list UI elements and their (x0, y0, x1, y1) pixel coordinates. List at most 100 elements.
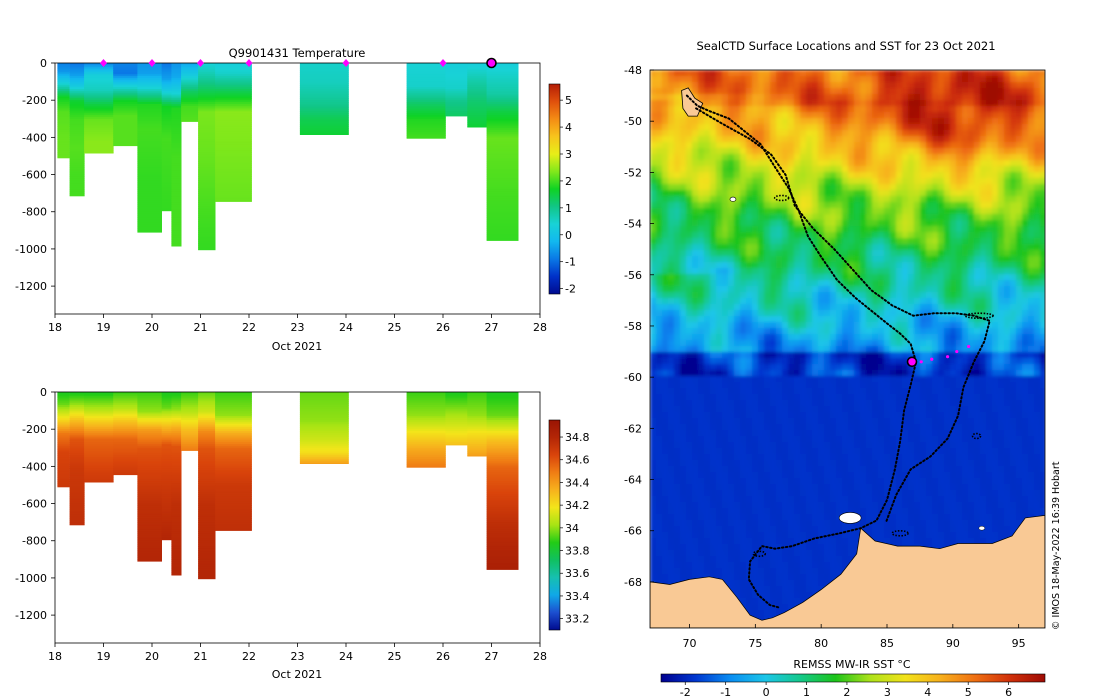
profile-cell (161, 103, 172, 107)
sst-cell (722, 214, 729, 221)
sst-cell (770, 82, 777, 89)
sst-cell (698, 70, 705, 77)
profile-cell (171, 217, 182, 220)
profile-cell (84, 392, 114, 395)
profile-cell (84, 449, 114, 452)
sst-cell (890, 250, 897, 257)
sst-cell (956, 328, 963, 335)
profile-cell (406, 96, 446, 99)
sst-cell (806, 196, 813, 203)
sst-cell (776, 154, 783, 161)
profile-cell (84, 401, 114, 404)
sst-cell (962, 112, 969, 119)
profile-cell (406, 434, 446, 438)
sst-cell (746, 274, 753, 281)
sst-cell (662, 70, 669, 77)
profile-cell (198, 115, 216, 118)
sst-cell (848, 316, 855, 323)
sst-cell (968, 328, 975, 335)
sst-cell (920, 172, 927, 179)
sst-cell (662, 208, 669, 215)
profile-cell (57, 98, 70, 101)
sst-cell (716, 148, 723, 155)
profile-cell (406, 457, 446, 460)
sst-cell (722, 154, 729, 161)
sst-cell (860, 328, 867, 335)
sst-cell (842, 292, 849, 299)
sst-cell (710, 76, 717, 83)
profile-cell (113, 466, 138, 469)
sst-cell (974, 310, 981, 317)
profile-cell (198, 520, 216, 523)
sst-cell (956, 232, 963, 239)
profile-cell (69, 79, 85, 82)
sst-cell (932, 274, 939, 281)
sst-cell (974, 292, 981, 299)
sst-cell (896, 238, 903, 245)
sst-cell (740, 256, 747, 263)
sst-cell (884, 154, 891, 161)
sst-cell (854, 148, 861, 155)
sst-cell (986, 178, 993, 185)
sst-cell (770, 328, 777, 335)
sst-cell (698, 214, 705, 221)
profile-cell (57, 460, 70, 464)
sst-cell (728, 88, 735, 95)
profile-cell (299, 401, 349, 404)
sst-cell (782, 292, 789, 299)
sst-cell (818, 256, 825, 263)
sst-cell (962, 316, 969, 323)
sst-cell (884, 268, 891, 275)
profile-cell (215, 503, 252, 506)
sst-cell (908, 244, 915, 251)
sst-cell (758, 292, 765, 299)
sst-cell (1040, 232, 1045, 239)
profile-cell (486, 156, 519, 159)
sst-cell (986, 148, 993, 155)
profile-cell (84, 128, 114, 131)
profile-cell (299, 113, 349, 116)
profile-cell (406, 85, 446, 88)
profile-cell (198, 468, 216, 471)
profile-cell (113, 438, 138, 441)
sst-cell (812, 202, 819, 209)
profile-cell (57, 393, 70, 397)
sst-cell (668, 274, 675, 281)
sst-cell (986, 112, 993, 119)
sst-cell (746, 142, 753, 149)
profile-cell (69, 485, 85, 488)
profile-cell (161, 70, 172, 73)
sst-cell (770, 142, 777, 149)
sst-cell (746, 250, 753, 257)
sst-cell (686, 202, 693, 209)
sst-cell (1040, 136, 1045, 143)
sst-cell (824, 298, 831, 305)
sst-cell (830, 70, 837, 77)
sst-cell (980, 202, 987, 209)
sst-cell (860, 286, 867, 293)
sst-cell (698, 262, 705, 269)
profile-cell (406, 100, 446, 103)
profile-cell (198, 243, 216, 246)
sst-cell (704, 340, 711, 347)
profile-cell (171, 488, 182, 491)
sst-cell (896, 226, 903, 233)
profile-cell (181, 405, 199, 408)
sst-cell (980, 118, 987, 125)
sst-cell (902, 244, 909, 251)
profile-cell (57, 148, 70, 151)
sst-cell (758, 82, 765, 89)
sst-cell (944, 166, 951, 173)
sst-cell (710, 292, 717, 299)
profile-cell (467, 393, 488, 397)
profile-cell (299, 395, 349, 398)
profile-cell (406, 444, 446, 447)
sst-cell (926, 328, 933, 335)
profile-cell (171, 102, 182, 105)
profile-cell (69, 118, 85, 122)
profile-cell (467, 85, 488, 88)
profile-cell (84, 412, 114, 415)
sst-cell (674, 256, 681, 263)
colorbar-tick-label: 1 (565, 202, 572, 215)
sst-cell (656, 82, 663, 89)
